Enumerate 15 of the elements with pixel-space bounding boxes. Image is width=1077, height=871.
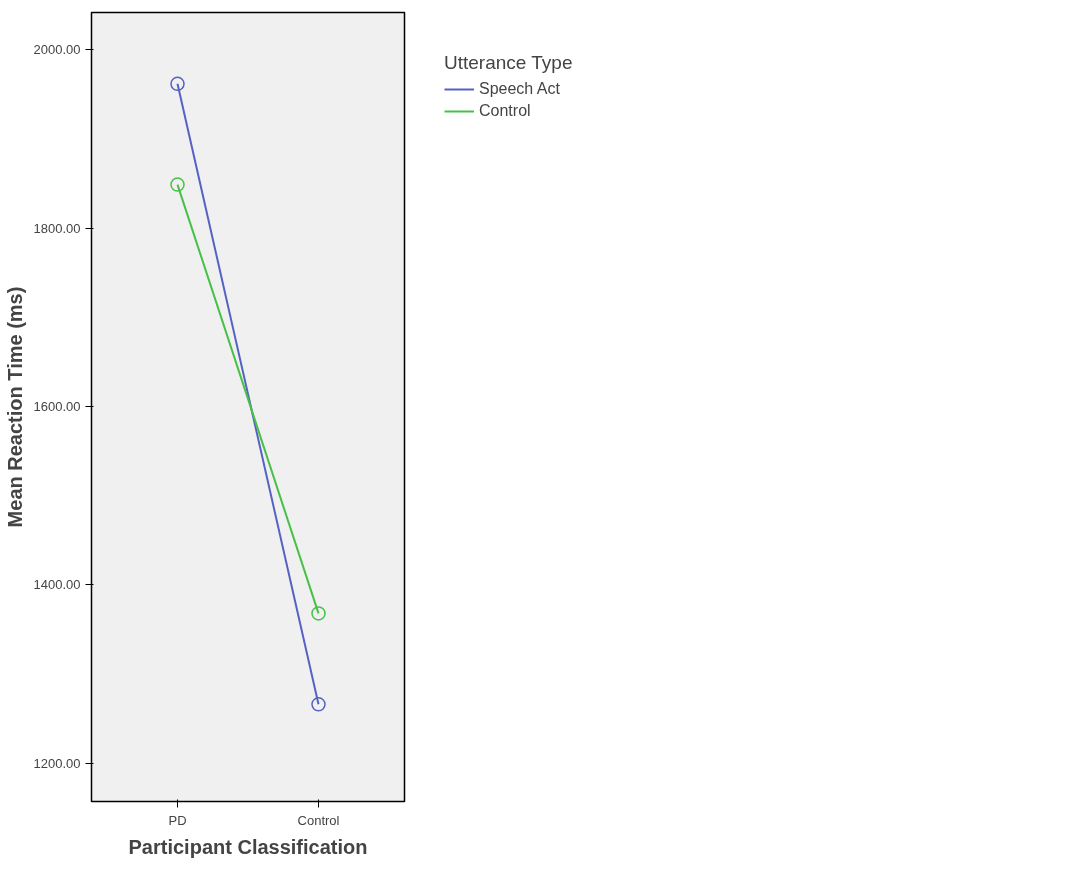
x-tick-label: PD	[168, 812, 187, 828]
point	[311, 697, 326, 712]
legend-title: Utterance Type	[444, 52, 573, 74]
y-axis-title: Mean Reaction Time (ms)	[3, 286, 26, 528]
point	[170, 177, 185, 192]
y-tick-label: 1800.00	[33, 220, 81, 236]
y-tick-label: 1200.00	[33, 755, 81, 771]
y-tick-label: 1600.00	[33, 399, 81, 415]
legend-label: Control	[479, 102, 531, 120]
y-tick-label: 2000.00	[33, 42, 81, 58]
y-tick-label: 1400.00	[33, 577, 81, 593]
legend-label: Speech Act	[479, 80, 560, 98]
point	[170, 76, 185, 92]
x-axis-title: Participant Classification	[128, 835, 368, 858]
point	[311, 606, 326, 621]
